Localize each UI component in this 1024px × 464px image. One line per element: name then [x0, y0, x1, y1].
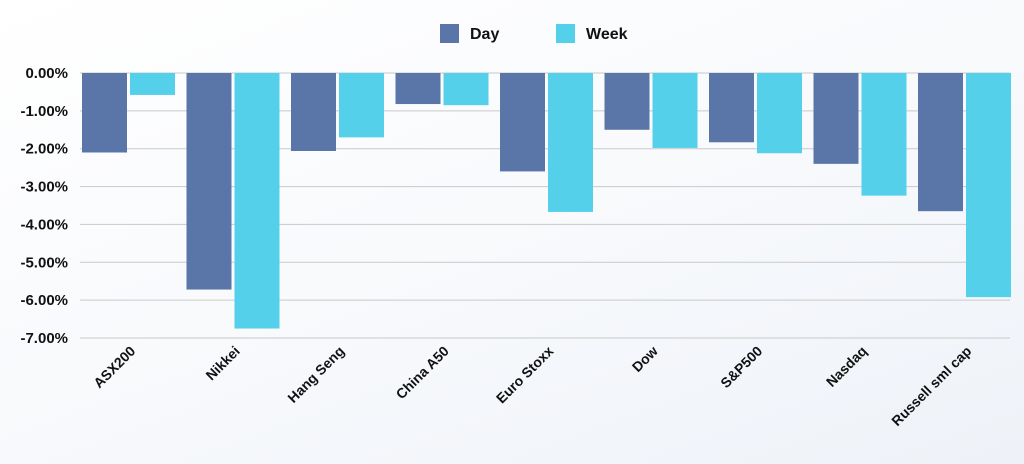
bar-week — [861, 73, 907, 196]
legend-label-week: Week — [586, 26, 628, 43]
bar-day — [918, 73, 963, 212]
bar-week — [234, 73, 280, 329]
x-category-label: Russell sml cap — [888, 343, 974, 429]
x-category-label: Euro Stoxx — [493, 343, 557, 407]
y-tick-label: -7.00% — [20, 330, 68, 347]
bar-week — [443, 73, 489, 106]
bar-week — [548, 73, 593, 212]
bar-day — [709, 73, 754, 143]
bars — [82, 73, 1011, 329]
y-tick-label: -4.00% — [20, 216, 68, 233]
x-category-label: S&P500 — [717, 343, 765, 391]
bar-day — [395, 73, 441, 105]
bar-week — [652, 73, 698, 148]
x-category-label: Nikkei — [202, 343, 242, 383]
bar-week — [130, 73, 175, 95]
bar-day — [500, 73, 545, 172]
legend-swatch-week — [556, 24, 575, 43]
y-tick-label: -2.00% — [20, 141, 68, 158]
x-category-label: Nasdaq — [823, 343, 870, 390]
legend-label-day: Day — [470, 26, 499, 43]
legend-swatch-day — [440, 24, 459, 43]
x-category-label: Dow — [629, 343, 661, 375]
y-tick-label: -6.00% — [20, 292, 68, 309]
y-tick-label: 0.00% — [25, 65, 68, 82]
bar-week — [339, 73, 384, 138]
bar-week — [966, 73, 1011, 298]
bar-day — [186, 73, 232, 290]
x-category-label: ASX200 — [90, 343, 138, 391]
legend: Day Week — [440, 24, 628, 43]
x-axis-category-labels: ASX200 Nikkei Hang Seng China A50 Euro Stoxx… — [90, 343, 974, 429]
y-tick-label: -1.00% — [20, 103, 68, 120]
x-category-label: Hang Seng — [284, 343, 347, 406]
y-tick-label: -3.00% — [20, 179, 68, 196]
bar-day — [291, 73, 336, 151]
bar-day — [813, 73, 859, 164]
bar-week — [757, 73, 802, 154]
y-axis-tick-labels: 0.00% -1.00% -2.00% -3.00% -4.00% -5.00% -6.00… — [20, 65, 68, 347]
bar-day — [604, 73, 650, 130]
x-category-label: China A50 — [393, 343, 453, 403]
bar-day — [82, 73, 127, 153]
y-tick-label: -5.00% — [20, 254, 68, 271]
